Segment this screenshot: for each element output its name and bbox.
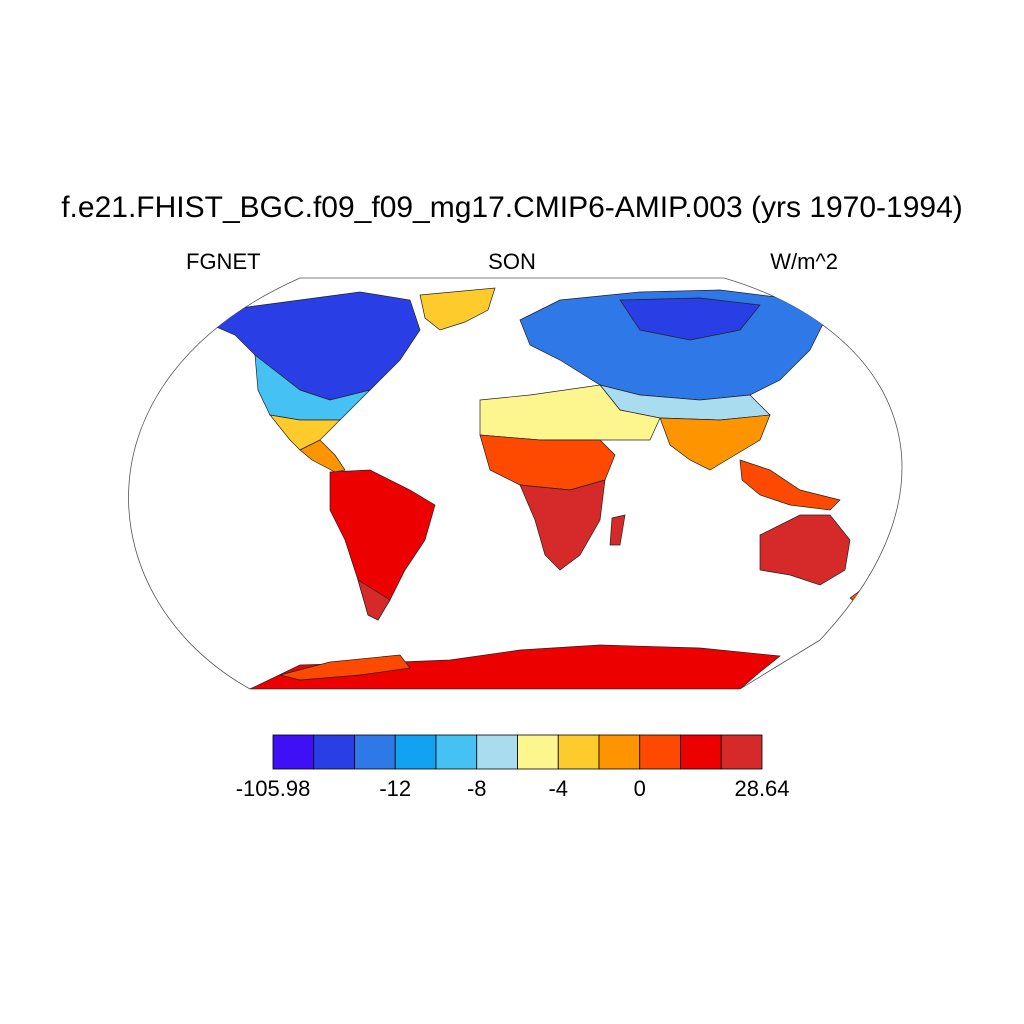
colorbar-label-2: -8 <box>466 776 487 801</box>
left-subtitle: FGNET <box>186 249 261 274</box>
colorbar-box-0 <box>272 734 315 770</box>
siberia-coldest <box>619 297 761 341</box>
colorbar-label-1: -12 <box>379 776 412 801</box>
australia <box>759 514 851 586</box>
antarctica-peninsula <box>279 654 411 681</box>
south-asia <box>659 414 771 471</box>
colorbar-label-4: 0 <box>633 776 646 801</box>
right-subtitle: W/m^2 <box>770 249 838 274</box>
colorbar-box-6 <box>517 734 559 770</box>
colorbar-box-10 <box>680 734 722 770</box>
colorbar-box-4 <box>435 734 478 770</box>
colorbar-box-8 <box>598 734 641 770</box>
southeast-asia <box>739 459 841 511</box>
central-america <box>299 439 346 473</box>
center-subtitle: SON <box>488 249 536 274</box>
colorbar-box-9 <box>639 734 681 770</box>
greenland <box>419 287 496 331</box>
colorbar-label-5: 28.64 <box>734 776 790 801</box>
africa-south <box>519 479 606 571</box>
colorbar-box-5 <box>476 734 518 770</box>
madagascar <box>609 514 626 546</box>
south-america-south <box>357 579 391 621</box>
colorbar-box-11 <box>720 734 763 770</box>
colorbar-box-2 <box>354 734 396 770</box>
colorbar-box-1 <box>313 734 355 770</box>
colorbar-box-3 <box>394 734 437 770</box>
colorbar-box-7 <box>557 734 600 770</box>
colorbar-label-3: -4 <box>548 776 569 801</box>
plot-title: f.e21.FHIST_BGC.f09_f09_mg17.CMIP6-AMIP.… <box>61 191 963 224</box>
colorbar-label-0: -105.98 <box>235 776 311 801</box>
